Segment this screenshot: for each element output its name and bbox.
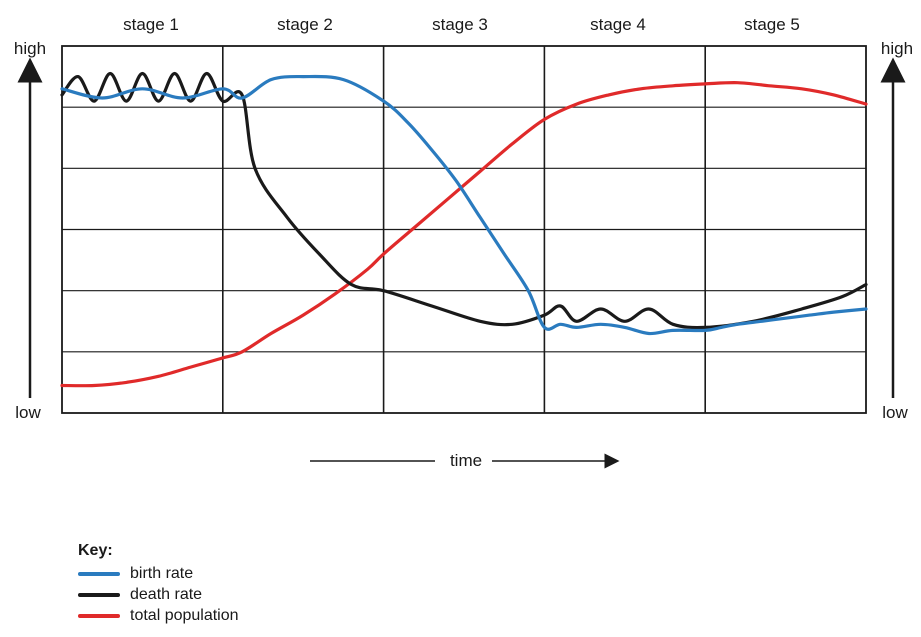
- y-axis-high-label-right: high: [881, 39, 913, 58]
- key-item-birth-rate: birth rate: [78, 563, 239, 584]
- key-swatch-death-rate: [78, 592, 120, 597]
- key-title: Key:: [78, 542, 113, 559]
- x-axis-time-label: time: [450, 451, 482, 470]
- stage-label-3: stage 3: [432, 15, 488, 34]
- key-swatch-birth-rate: [78, 571, 120, 576]
- series-line-total-population: [60, 81, 868, 388]
- stage-label-2: stage 2: [277, 15, 333, 34]
- key-label-birth-rate: birth rate: [130, 565, 194, 582]
- series-line-birth-rate: [60, 74, 868, 336]
- plot-frame: [61, 45, 867, 414]
- chart-key: Key: birth rate death rate total populat…: [78, 540, 239, 626]
- key-item-total-population: total population: [78, 605, 239, 626]
- chart-series: [60, 71, 868, 388]
- key-label-total-population: total population: [130, 607, 239, 624]
- chart-grid: [61, 45, 867, 414]
- key-item-death-rate: death rate: [78, 584, 239, 605]
- stage-label-5: stage 5: [744, 15, 800, 34]
- y-axis-low-label-left: low: [15, 403, 41, 422]
- series-line-death-rate: [60, 71, 868, 330]
- stage-label-1: stage 1: [123, 15, 179, 34]
- y-axis-low-label-right: low: [882, 403, 908, 422]
- key-swatch-total-population: [78, 613, 120, 618]
- y-axis-high-label-left: high: [14, 39, 46, 58]
- key-label-death-rate: death rate: [130, 586, 203, 603]
- demographic-transition-chart: stage 1 stage 2 stage 3 stage 4 stage 5 …: [14, 15, 913, 470]
- stage-label-4: stage 4: [590, 15, 646, 34]
